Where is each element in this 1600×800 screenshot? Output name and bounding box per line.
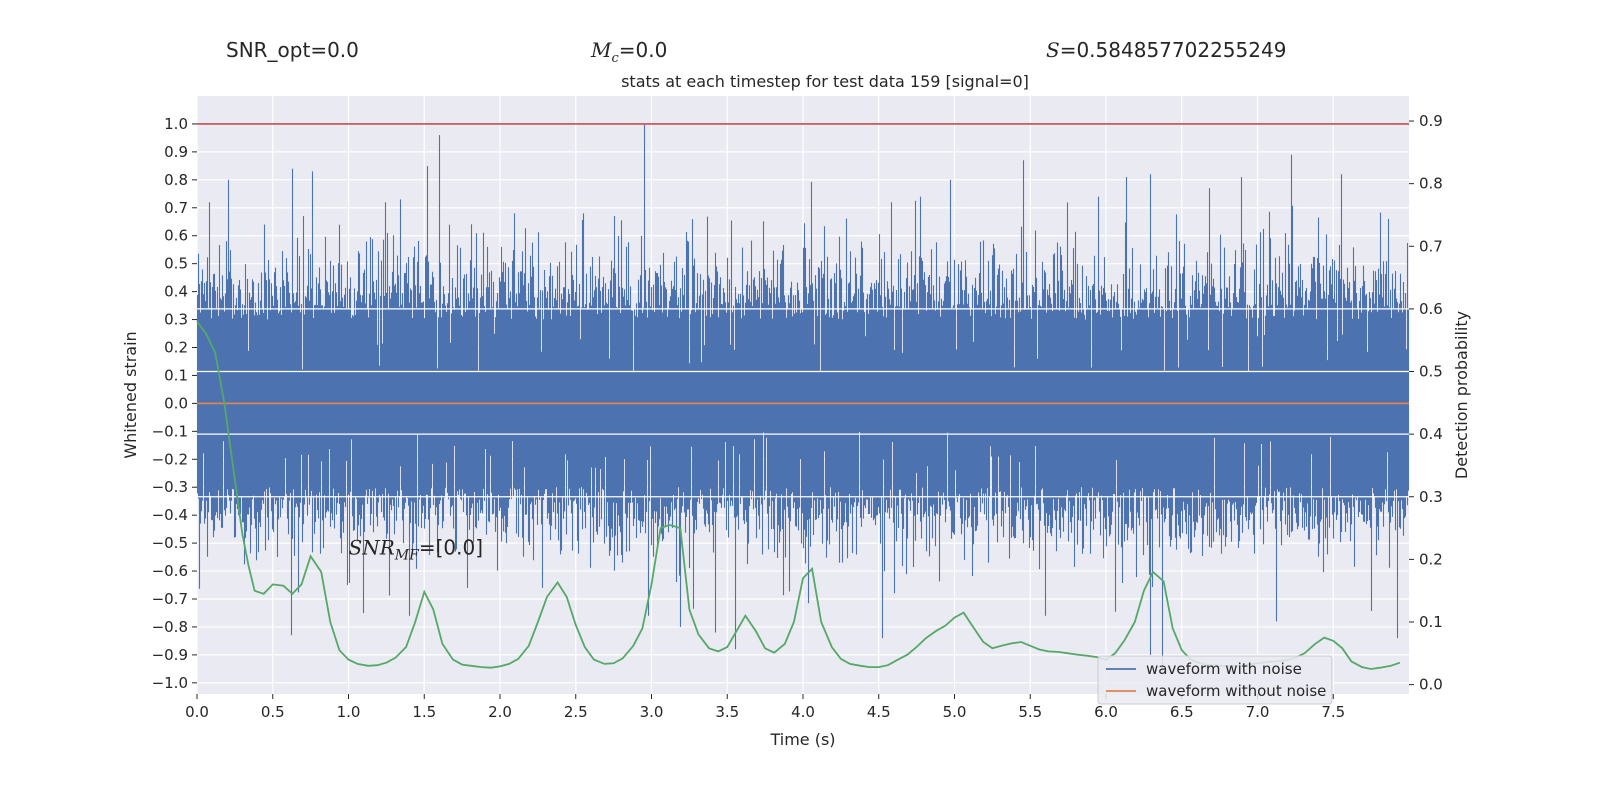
left-tick-label: 0.9: [164, 143, 188, 161]
x-tick-label: 7.5: [1321, 703, 1345, 721]
x-tick-label: 2.5: [564, 703, 588, 721]
right-grid-lines: [197, 308, 1409, 498]
legend-noise-label: waveform with noise: [1146, 660, 1302, 678]
right-tick-label: 0.3: [1419, 488, 1443, 506]
x-tick-label: 6.0: [1094, 703, 1118, 721]
x-tick-label: 4.5: [867, 703, 891, 721]
overlay-lines: [197, 123, 1409, 405]
right-tick-label: 0.4: [1419, 425, 1443, 443]
x-axis-label: Time (s): [769, 730, 835, 749]
statistic-value: =0.584857702255249: [1059, 38, 1287, 62]
x-tick-label: 2.0: [488, 703, 512, 721]
x-tick-label: 5.0: [943, 703, 967, 721]
right-tick-label: 0.5: [1419, 363, 1443, 381]
left-tick-label: 0.4: [164, 283, 188, 301]
left-tick-label: −0.6: [152, 562, 188, 580]
left-tick-label: −0.2: [152, 450, 188, 468]
left-tick-label: 0.8: [164, 171, 188, 189]
snr-opt-text: SNR_opt=0.0: [226, 38, 359, 62]
x-tick-label: 3.5: [715, 703, 739, 721]
statistic-symbol: S: [1046, 38, 1060, 62]
x-axis-ticks: 0.0 0.5 1.0 1.5 2.0 2.5 3.0 3.5 4.0 4.5 5.0 5.5 6.0 6…: [185, 694, 1345, 721]
statistic-label: S=0.584857702255249: [1046, 38, 1286, 62]
snr-mf-annotation: SNRMF=[0.0]: [349, 536, 484, 564]
left-axis-label: Whitened strain: [121, 331, 140, 458]
left-tick-label: 1.0: [164, 115, 188, 133]
chirp-mass-symbol: M: [591, 38, 612, 62]
x-tick-label: 7.0: [1246, 703, 1270, 721]
left-tick-label: −0.3: [152, 478, 188, 496]
x-tick-label: 1.5: [412, 703, 436, 721]
chirp-mass-value: =0.0: [618, 38, 668, 62]
left-tick-label: −0.5: [152, 534, 188, 552]
x-tick-label: 3.0: [640, 703, 664, 721]
left-tick-label: −0.8: [152, 618, 188, 636]
snr-mf-symbol: SNR: [349, 536, 395, 560]
legend: waveform with noise waveform without noi…: [1097, 655, 1333, 705]
right-tick-label: 0.0: [1419, 676, 1443, 694]
left-tick-label: 0.3: [164, 311, 188, 329]
right-tick-label: 0.1: [1419, 613, 1443, 631]
right-tick-label: 0.9: [1419, 112, 1443, 130]
left-tick-label: −1.0: [152, 674, 188, 692]
x-tick-label: 6.5: [1170, 703, 1194, 721]
left-tick-label: 0.5: [164, 255, 188, 273]
left-tick-label: 0.1: [164, 366, 188, 384]
left-tick-label: 0.2: [164, 338, 188, 356]
left-tick-label: 0.7: [164, 199, 188, 217]
right-axis-label: Detection probability: [1452, 311, 1471, 479]
right-tick-label: 0.8: [1419, 175, 1443, 193]
x-tick-label: 4.0: [791, 703, 815, 721]
legend-clean-label: waveform without noise: [1146, 682, 1326, 700]
left-tick-label: −0.1: [152, 422, 188, 440]
left-tick-label: −0.4: [152, 506, 188, 524]
right-tick-label: 0.7: [1419, 237, 1443, 255]
x-tick-label: 5.5: [1018, 703, 1042, 721]
chirp-mass-label: Mc=0.0: [591, 38, 667, 66]
left-tick-label: 0.6: [164, 227, 188, 245]
legend-box: [1097, 655, 1333, 705]
left-axis-ticks: 1.0 0.9 0.8 0.7 0.6 0.5 0.4 0.3 0.2 0.1 0.0 −0.1 −0.…: [152, 115, 197, 692]
snr-mf-subscript: MF: [394, 548, 420, 564]
left-tick-label: −0.9: [152, 646, 188, 664]
right-tick-label: 0.6: [1419, 300, 1443, 318]
x-tick-label: 0.5: [261, 703, 285, 721]
right-tick-label: 0.2: [1419, 550, 1443, 568]
chirp-mass-subscript: c: [611, 51, 619, 66]
left-tick-label: −0.7: [152, 590, 188, 608]
chart-title: stats at each timestep for test data 159…: [621, 72, 1029, 91]
snr-mf-value: =[0.0]: [419, 536, 483, 560]
right-axis-ticks: 0.9 0.8 0.7 0.6 0.5 0.4 0.3 0.2 0.1 0.0: [1409, 112, 1443, 694]
x-tick-label: 1.0: [337, 703, 361, 721]
left-tick-label: 0.0: [164, 394, 188, 412]
x-tick-label: 0.0: [185, 703, 209, 721]
snr-opt-label: SNR_opt=0.0: [226, 38, 359, 62]
